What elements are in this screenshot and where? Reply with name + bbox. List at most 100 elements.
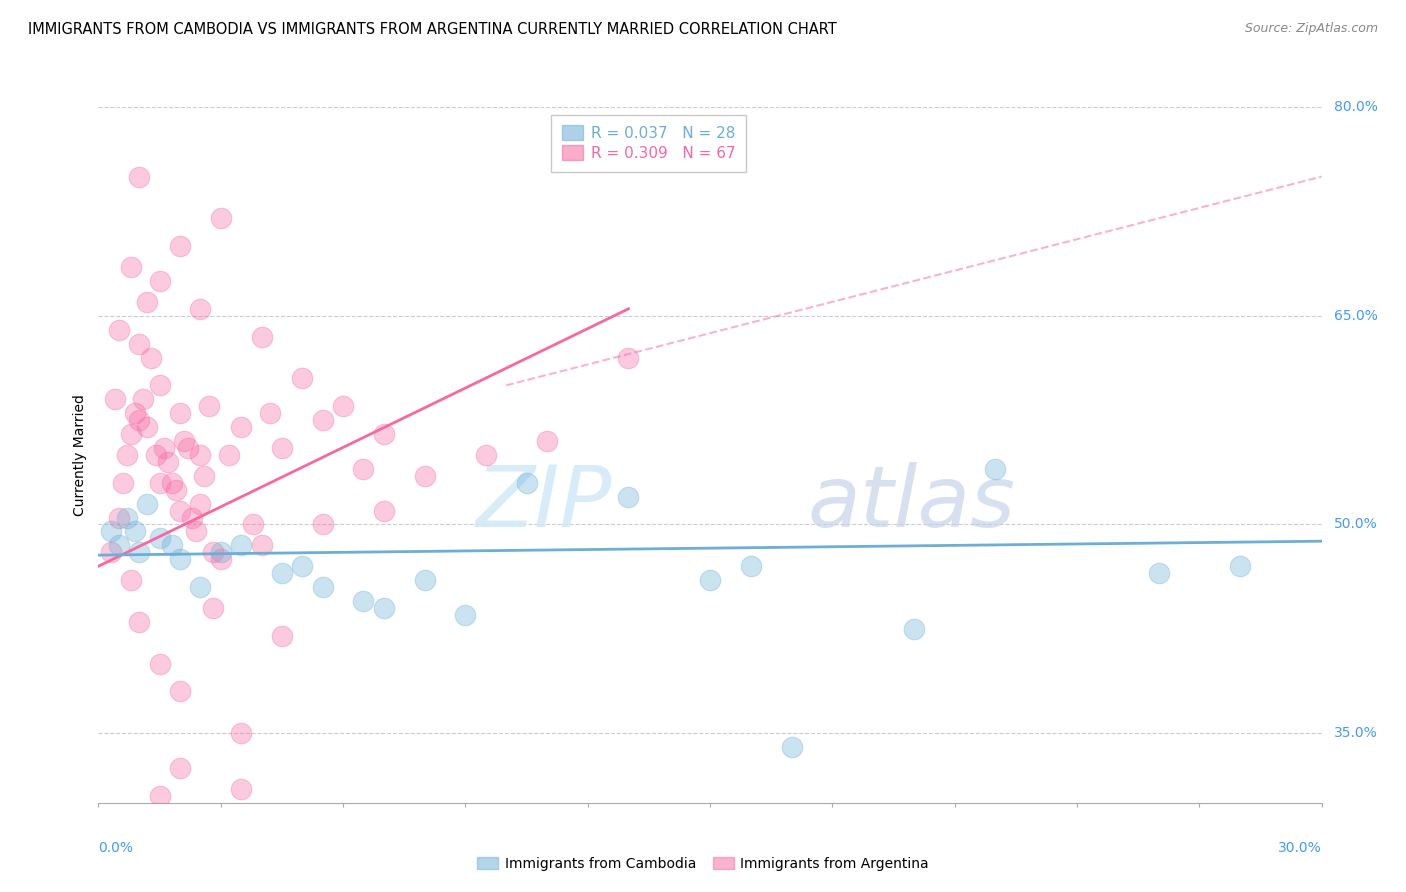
Point [209,545,232,559]
Point [270,629,294,643]
Point [373,503,395,517]
Point [250,329,273,343]
Point [177,441,200,455]
Point [352,462,374,476]
Point [209,211,232,226]
Point [149,657,172,671]
Point [100,545,122,559]
Point [188,497,212,511]
Point [474,448,498,462]
Point [111,475,134,490]
Point [173,434,195,448]
Point [128,413,150,427]
Point [181,510,204,524]
Point [186,524,208,539]
Point [115,510,138,524]
Point [312,413,335,427]
Point [250,538,273,552]
Point [454,607,477,622]
Point [120,427,142,442]
Point [373,601,395,615]
Point [124,406,146,420]
Point [188,580,212,594]
Point [169,503,191,517]
Point [413,468,436,483]
Point [156,455,179,469]
Point [169,761,191,775]
Point [218,448,240,462]
Text: 35.0%: 35.0% [1334,726,1378,740]
Point [231,726,253,740]
Point [160,538,183,552]
Point [149,532,172,546]
Point [124,524,146,539]
Point [903,622,925,636]
Text: IMMIGRANTS FROM CAMBODIA VS IMMIGRANTS FROM ARGENTINA CURRENTLY MARRIED CORRELAT: IMMIGRANTS FROM CAMBODIA VS IMMIGRANTS F… [28,22,837,37]
Legend: Immigrants from Cambodia, Immigrants from Argentina: Immigrants from Cambodia, Immigrants fro… [471,851,935,876]
Text: 65.0%: 65.0% [1334,309,1378,323]
Legend: R = 0.037   N = 28, R = 0.309   N = 67: R = 0.037 N = 28, R = 0.309 N = 67 [551,115,747,171]
Text: 50.0%: 50.0% [1334,517,1378,532]
Point [100,524,122,539]
Point [128,545,150,559]
Point [169,552,191,566]
Point [115,448,138,462]
Point [1229,559,1251,574]
Point [149,378,172,392]
Point [169,406,191,420]
Point [242,517,264,532]
Point [132,392,155,407]
Point [617,490,640,504]
Point [108,323,131,337]
Point [169,239,191,253]
Text: 30.0%: 30.0% [1278,841,1322,855]
Point [780,740,803,755]
Text: Source: ZipAtlas.com: Source: ZipAtlas.com [1244,22,1378,36]
Point [193,468,215,483]
Point [108,538,131,552]
Point [699,573,721,587]
Point [332,399,354,413]
Point [104,392,127,407]
Point [312,517,335,532]
Point [152,441,174,455]
Point [617,351,640,365]
Point [270,566,294,581]
Point [373,427,395,442]
Point [188,448,212,462]
Point [984,462,1007,476]
Point [120,260,142,274]
Point [536,434,558,448]
Point [128,169,150,184]
Point [136,497,159,511]
Point [149,789,172,803]
Text: ZIP: ZIP [475,462,612,545]
Point [160,475,183,490]
Point [197,399,219,413]
Point [149,475,172,490]
Point [128,336,150,351]
Point [291,559,314,574]
Point [270,441,294,455]
Point [231,420,253,434]
Point [413,573,436,587]
Point [201,545,224,559]
Point [165,483,187,497]
Text: 0.0%: 0.0% [98,841,134,855]
Point [145,448,167,462]
Point [136,294,159,309]
Point [516,475,538,490]
Text: 80.0%: 80.0% [1334,100,1378,114]
Point [108,510,131,524]
Point [120,573,142,587]
Point [291,371,314,385]
Point [231,781,253,796]
Point [259,406,281,420]
Point [136,420,159,434]
Point [209,552,232,566]
Point [740,559,762,574]
Point [169,684,191,698]
Point [128,615,150,629]
Y-axis label: Currently Married: Currently Married [73,394,87,516]
Point [312,580,335,594]
